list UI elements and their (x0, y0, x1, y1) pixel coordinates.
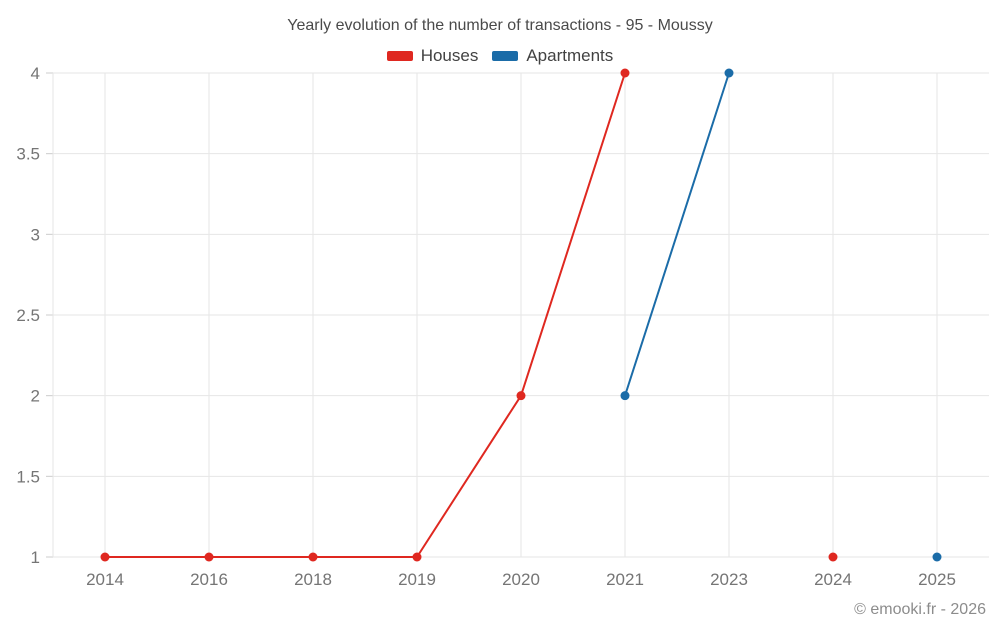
y-axis-label: 2 (31, 387, 40, 406)
houses-point[interactable] (100, 552, 110, 562)
x-axis-label: 2025 (918, 570, 956, 589)
watermark: © emooki.fr - 2026 (854, 601, 986, 618)
houses-line (104, 72, 626, 558)
houses-point[interactable] (308, 552, 318, 562)
houses-point[interactable] (620, 68, 630, 78)
houses-point[interactable] (412, 552, 422, 562)
x-axis-label: 2021 (606, 570, 644, 589)
x-axis-label: 2020 (502, 570, 540, 589)
y-axis-label: 3.5 (16, 145, 40, 164)
x-axis-label: 2014 (86, 570, 124, 589)
y-axis-label: 2.5 (16, 306, 40, 325)
y-axis-label: 3 (31, 225, 40, 244)
x-axis-label: 2018 (294, 570, 332, 589)
houses-legend-swatch (386, 51, 413, 61)
x-axis-label: 2019 (398, 570, 436, 589)
x-axis-label: 2016 (190, 570, 228, 589)
y-axis-label: 1 (31, 548, 40, 567)
apartments-point[interactable] (724, 68, 734, 78)
apartments-point[interactable] (620, 391, 630, 401)
houses-point[interactable] (204, 552, 214, 562)
apartments-legend-swatch (492, 51, 519, 61)
houses-point[interactable] (828, 552, 838, 562)
chart-title: Yearly evolution of the number of transa… (287, 17, 713, 34)
houses-point[interactable] (516, 391, 526, 401)
y-axis-label: 1.5 (16, 467, 40, 486)
legend-item-houses[interactable]: Houses (386, 46, 479, 66)
apartments-point[interactable] (932, 552, 942, 562)
x-axis-label: 2023 (710, 570, 748, 589)
houses-legend-label: Houses (420, 46, 479, 65)
legend-item-apartments[interactable]: Apartments (492, 46, 613, 66)
x-axis-label: 2024 (814, 570, 852, 589)
apartments-line (624, 72, 730, 397)
y-axis-label: 4 (31, 64, 40, 83)
apartments-legend-label: Apartments (526, 46, 614, 65)
legend: Houses Apartments (0, 46, 1000, 66)
